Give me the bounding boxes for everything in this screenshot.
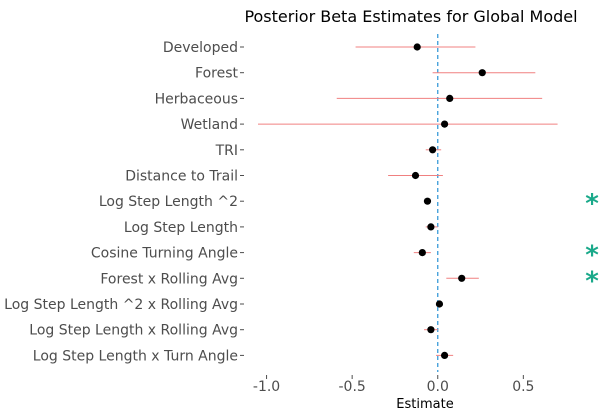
category-label: Forest [195,66,238,82]
point-estimate [411,171,420,180]
x-tick-label: 0.0 [427,379,449,395]
chart-title: Posterior Beta Estimates for Global Mode… [244,7,577,26]
significance-star: * [585,189,599,219]
category-label: Distance to Trail [125,169,238,185]
point-estimate [427,326,435,334]
point-estimate [427,223,435,231]
point-estimate [418,249,426,257]
category-label: Forest x Rolling Avg [100,271,238,287]
point-estimate [440,120,449,128]
category-label: Log Step Length ^2 [99,194,238,210]
category-label: Log Step Length x Rolling Avg [29,323,238,339]
x-tick-label: -1.0 [253,379,280,395]
x-tick-label: 0.5 [512,379,534,395]
point-estimate [458,274,466,282]
category-label: TRI [215,143,238,159]
interval-layer [258,46,558,356]
point-estimate [478,69,486,77]
point-estimate [435,300,444,308]
significance-marker-layer: *** [585,189,599,296]
category-label: Developed [163,40,238,56]
point-estimate [446,94,454,102]
category-label: Log Step Length x Turn Angle [33,348,238,364]
significance-star: * [585,241,599,271]
category-label-layer: Developed Forest Herbaceous Wetland TRI Dista… [4,40,244,364]
point-layer [411,43,486,359]
category-label: Log Step Length [124,220,238,236]
point-estimate [429,146,437,154]
point-estimate [440,351,449,359]
category-label: Herbaceous [155,91,238,107]
category-label: Log Step Length ^2 x Rolling Avg [4,297,238,313]
point-estimate [423,197,432,205]
point-estimate [413,43,421,51]
category-label: Cosine Turning Angle [91,246,238,262]
significance-star: * [585,266,599,296]
x-axis-label: Estimate [396,397,453,412]
x-tick-label: -0.5 [338,379,365,395]
category-label: Wetland [181,117,238,133]
x-tick-layer: -1.0 -0.5 0.0 0.5 [253,375,534,395]
